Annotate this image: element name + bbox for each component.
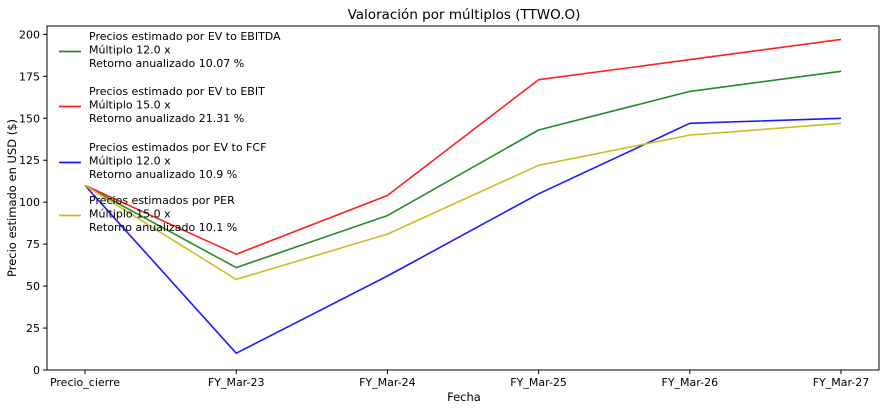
y-tick-label: 0 <box>33 364 40 377</box>
x-tick-label: FY_Mar-25 <box>510 376 567 389</box>
y-axis-title: Precio estimado en USD ($) <box>5 119 19 277</box>
y-tick-label: 25 <box>26 322 40 335</box>
series-group <box>84 38 842 355</box>
x-tick-label: FY_Mar-24 <box>359 376 416 389</box>
x-axis-title: Fecha <box>447 390 481 404</box>
y-tick-label: 50 <box>26 280 40 293</box>
legend-label: Precios estimados por EV to FCF <box>89 141 266 154</box>
x-tick-label: Precio_cierre <box>50 376 120 389</box>
legend-label: Precios estimados por PER <box>89 194 235 207</box>
y-tick-label: 175 <box>19 70 40 83</box>
legend-label: Múltiplo 15.0 x <box>89 99 171 112</box>
x-tick-label: FY_Mar-26 <box>662 376 719 389</box>
legend-label: Retorno anualizado 10.1 % <box>89 221 237 234</box>
series-line <box>84 117 842 355</box>
legend-label: Múltiplo 15.0 x <box>89 208 171 221</box>
series-line <box>84 70 842 269</box>
plot-area <box>46 25 880 371</box>
legend-label: Retorno anualizado 10.07 % <box>89 57 244 70</box>
legend: Precios estimado por EV to EBITDAMúltipl… <box>59 30 281 234</box>
y-axis: 0 25 50 75 100 125 150 175 200 <box>19 28 47 377</box>
legend-label: Retorno anualizado 10.9 % <box>89 168 237 181</box>
y-tick-label: 75 <box>26 238 40 251</box>
legend-label: Precios estimado por EV to EBITDA <box>89 30 281 43</box>
legend-label: Precios estimado por EV to EBIT <box>89 85 265 98</box>
y-tick-label: 200 <box>19 28 40 41</box>
x-tick-label: FY_Mar-27 <box>813 376 870 389</box>
legend-label: Múltiplo 12.0 x <box>89 44 171 57</box>
y-tick-label: 150 <box>19 112 40 125</box>
legend-label: Retorno anualizado 21.31 % <box>89 112 244 125</box>
y-tick-label: 125 <box>19 154 40 167</box>
series-line <box>84 38 842 255</box>
series-line <box>84 122 842 281</box>
x-axis: Precio_cierre FY_Mar-23 FY_Mar-24 FY_Mar-25… <box>50 370 869 389</box>
chart-title: Valoración por múltiplos (TTWO.O) <box>348 7 581 23</box>
plot-frame <box>46 25 880 371</box>
y-tick-label: 100 <box>19 196 40 209</box>
legend-label: Múltiplo 12.0 x <box>89 155 171 168</box>
x-tick-label: FY_Mar-23 <box>208 376 265 389</box>
